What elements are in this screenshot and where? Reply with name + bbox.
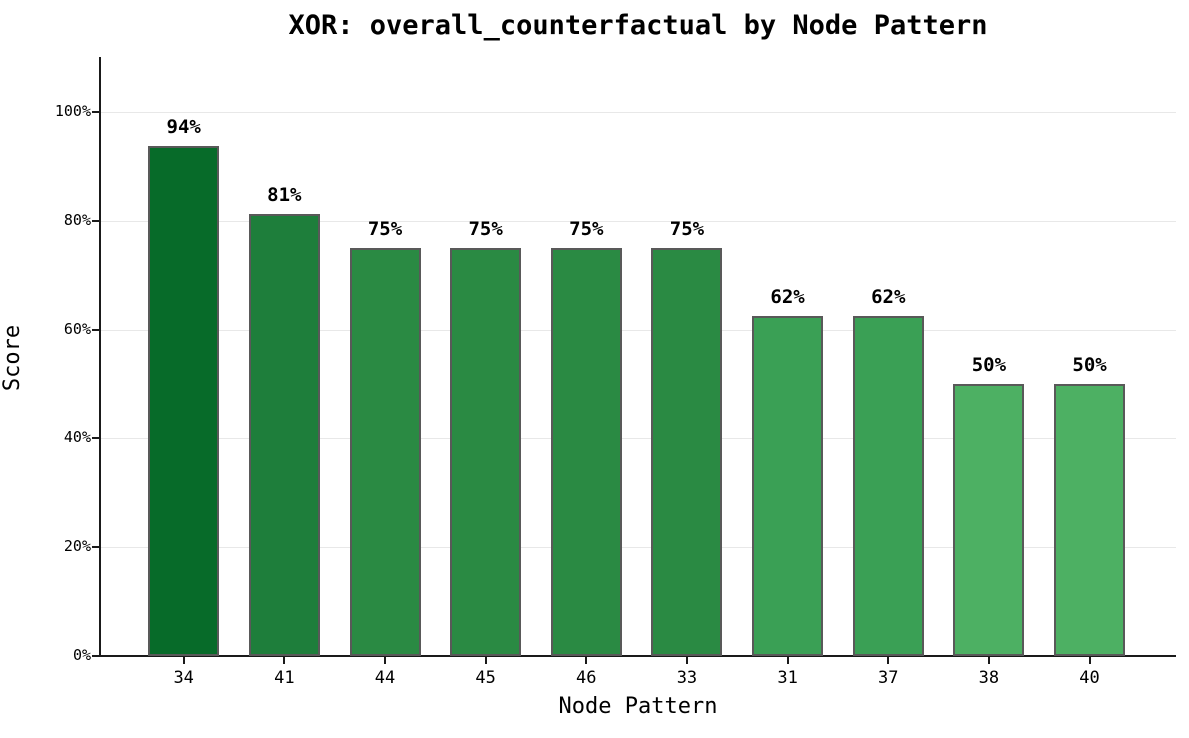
x-tick-label: 45	[475, 668, 496, 688]
x-tick-mark	[585, 657, 588, 664]
bar-value-label: 75%	[669, 218, 705, 240]
x-tick-label: 37	[878, 668, 899, 688]
y-tick-mark	[92, 546, 100, 549]
bar-value-label: 75%	[367, 218, 403, 240]
x-tick-mark	[182, 657, 185, 664]
y-axis-spine	[99, 57, 101, 657]
y-tick-mark	[92, 328, 100, 331]
x-tick-mark	[987, 657, 990, 664]
x-axis-spine	[99, 655, 1176, 657]
y-tick-label: 20%	[63, 537, 91, 556]
bar	[852, 316, 924, 656]
gridline	[100, 438, 1176, 440]
y-tick-label: 40%	[63, 428, 91, 447]
x-tick-mark	[283, 657, 286, 664]
plot-area	[100, 57, 1176, 656]
x-tick-label: 33	[676, 668, 698, 688]
bar-value-label: 62%	[770, 286, 805, 308]
x-tick-mark	[887, 657, 890, 664]
bar	[550, 248, 622, 656]
y-tick-mark	[92, 655, 100, 657]
bar-value-label: 94%	[166, 116, 201, 138]
bar	[651, 248, 723, 656]
x-tick-mark	[685, 657, 688, 664]
bar	[349, 248, 421, 656]
bar-value-label: 75%	[569, 218, 604, 240]
chart-title: XOR: overall_counterfactual by Node Patt…	[288, 10, 988, 41]
bar-value-label: 81%	[267, 184, 302, 206]
y-tick-label: 80%	[63, 210, 91, 229]
x-tick-mark	[1088, 657, 1091, 664]
x-tick-label: 38	[978, 668, 1000, 688]
gridline	[100, 329, 1176, 331]
bar	[148, 146, 220, 656]
y-tick-label: 0%	[72, 646, 91, 664]
x-tick-mark	[384, 657, 386, 664]
y-tick-label: 60%	[63, 319, 91, 338]
y-tick-mark	[92, 437, 100, 440]
bar	[1054, 384, 1126, 656]
x-tick-label: 40	[1079, 668, 1100, 688]
bar	[953, 384, 1025, 656]
y-tick-mark	[92, 111, 100, 113]
x-axis-label: Node Pattern	[558, 694, 718, 719]
bar	[450, 248, 522, 656]
x-tick-label: 31	[777, 668, 798, 688]
gridline	[100, 220, 1176, 222]
y-axis-label: Score	[0, 324, 25, 392]
x-tick-label: 44	[374, 668, 396, 688]
bar-value-label: 50%	[1072, 354, 1107, 376]
bar-value-label: 50%	[971, 354, 1007, 376]
bar-value-label: 62%	[871, 286, 906, 308]
bar	[248, 214, 320, 656]
y-tick-label: 100%	[54, 102, 91, 120]
x-tick-label: 34	[173, 668, 194, 688]
x-tick-label: 46	[576, 668, 597, 688]
x-tick-mark	[786, 657, 789, 664]
y-tick-mark	[92, 219, 100, 222]
gridline	[100, 112, 1176, 113]
bar-value-label: 75%	[468, 218, 503, 240]
bar	[752, 316, 824, 656]
x-tick-mark	[484, 657, 487, 664]
x-tick-label: 41	[274, 668, 295, 688]
gridline	[100, 547, 1176, 549]
